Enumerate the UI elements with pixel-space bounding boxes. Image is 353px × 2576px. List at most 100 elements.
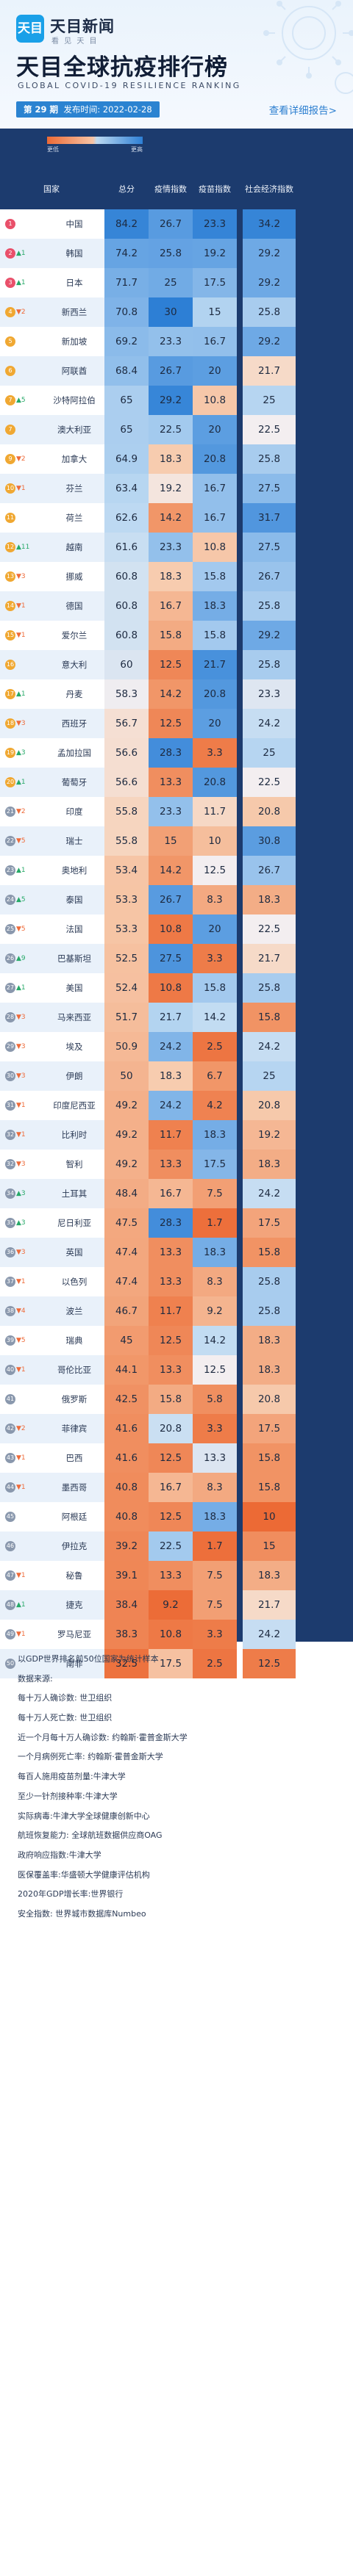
epidemic-index-cell: 14.2 (149, 503, 193, 533)
rank-change: ▼1 (16, 1366, 26, 1374)
vaccine-index-cell: 9.2 (193, 1296, 237, 1326)
economy-index-cell: 25.8 (243, 1267, 296, 1296)
rank-change: ▼1 (16, 1631, 26, 1638)
rank-change: ▼2 (16, 1425, 26, 1432)
country-cell: 37 ▼1 以色列 (0, 1267, 104, 1296)
table-row: 15 ▼1 爱尔兰 60.8 15.8 15.8 29.2 (0, 621, 353, 650)
vaccine-index-cell: 17.5 (193, 268, 237, 297)
rank-badge: 35 (5, 1218, 15, 1228)
country-cell: 4 ▼2 新西兰 (0, 297, 104, 327)
epidemic-index-cell: 16.7 (149, 1179, 193, 1208)
economy-index-cell: 25.8 (243, 973, 296, 1003)
table-row: 18 ▼3 西班牙 56.7 12.5 20 24.2 (0, 709, 353, 738)
table-row: 13 ▼3 挪威 60.8 18.3 15.8 26.7 (0, 562, 353, 591)
rank-badge: 19 (5, 748, 15, 758)
rank-badge: 11 (5, 513, 15, 523)
rank-badge: 45 (5, 1512, 15, 1522)
note-line: 实际病毒:牛津大学全球健康创新中心 (18, 1811, 150, 1821)
total-score-cell: 47.4 (104, 1238, 149, 1267)
rank-badge: 13 (5, 571, 15, 582)
note-line: 以GDP世界排名前50位国家为统计样本 (18, 1654, 159, 1664)
header: 天目 天目新闻 看 见 天 目 天目全球抗疫排行榜 GLOBAL COVID-1… (0, 0, 353, 129)
epidemic-index-cell: 16.7 (149, 1473, 193, 1502)
rank-badge: 15 (5, 630, 15, 641)
notes-list: 以GDP世界排名前50位国家为统计样本 数据来源: 每十万人确诊数: 世卫组织 每十万… (0, 1642, 353, 1924)
table-row: 4 ▼2 新西兰 70.8 30 15 25.8 (0, 297, 353, 327)
vaccine-index-cell: 1.7 (193, 1208, 237, 1238)
country-name: 澳大利亚 (57, 425, 91, 435)
table-row: 30 ▼3 伊朗 50 18.3 6.7 25 (0, 1061, 353, 1091)
epidemic-index-cell: 25.8 (149, 239, 193, 268)
total-score-cell: 55.8 (104, 826, 149, 856)
rank-badge: 37 (5, 1277, 15, 1287)
total-score-cell: 60 (104, 650, 149, 679)
table-row: 39 ▼5 瑞典 45 12.5 14.2 18.3 (0, 1326, 353, 1355)
economy-index-cell: 26.7 (243, 562, 296, 591)
epidemic-index-cell: 12.5 (149, 709, 193, 738)
total-score-cell: 71.7 (104, 268, 149, 297)
country-name: 新西兰 (61, 307, 88, 317)
epidemic-index-cell: 11.7 (149, 1120, 193, 1150)
country-cell: 27 ▲1 美国 (0, 973, 104, 1003)
economy-index-cell: 12.5 (243, 1649, 296, 1678)
rank-badge: 32 (5, 1130, 15, 1140)
vaccine-index-cell: 20.8 (193, 679, 237, 709)
vaccine-index-cell: 3.3 (193, 738, 237, 768)
total-score-cell: 84.2 (104, 209, 149, 239)
table-row: 17 ▲1 丹麦 58.3 14.2 20.8 23.3 (0, 679, 353, 709)
vaccine-index-cell: 15.8 (193, 621, 237, 650)
rank-badge: 40 (5, 1365, 15, 1375)
rank-change: ▼3 (16, 1161, 26, 1168)
brand-name: 天目新闻 (50, 18, 115, 35)
total-score-cell: 52.4 (104, 973, 149, 1003)
rank-badge: 46 (5, 1541, 15, 1551)
country-cell: 46 伊拉克 (0, 1531, 104, 1561)
table-row: 40 ▼1 哥伦比亚 44.1 13.3 12.5 18.3 (0, 1355, 353, 1385)
epidemic-index-cell: 17.5 (149, 1649, 193, 1678)
total-score-cell: 68.4 (104, 356, 149, 386)
rank-badge: 22 (5, 836, 15, 846)
country-name: 波兰 (65, 1306, 83, 1316)
economy-index-cell: 25 (243, 386, 296, 415)
vaccine-index-cell: 15 (193, 297, 237, 327)
total-score-cell: 39.1 (104, 1561, 149, 1590)
vaccine-index-cell: 10.8 (193, 533, 237, 562)
country-name: 英国 (65, 1247, 83, 1258)
vaccine-index-cell: 13.3 (193, 1443, 237, 1473)
rank-badge: 16 (5, 660, 15, 670)
rank-badge: 20 (5, 777, 15, 787)
economy-index-cell: 18.3 (243, 1150, 296, 1179)
country-cell: 34 ▲3 土耳其 (0, 1179, 104, 1208)
rank-badge: 39 (5, 1335, 15, 1346)
epidemic-index-cell: 21.7 (149, 1003, 193, 1032)
rank-badge: 7 (5, 425, 15, 435)
economy-index-cell: 20.8 (243, 1385, 296, 1414)
rank-change: ▲1 (16, 779, 26, 786)
vaccine-index-cell: 5.8 (193, 1385, 237, 1414)
rank-change: ▼3 (16, 1043, 26, 1050)
rank-badge: 21 (5, 807, 15, 817)
economy-index-cell: 19.2 (243, 1120, 296, 1150)
note-line: 安全指数: 世界城市数据库Numbeo (18, 1908, 146, 1919)
country-cell: 50 南非 (0, 1649, 104, 1678)
epidemic-index-cell: 12.5 (149, 650, 193, 679)
rank-change: ▼1 (16, 602, 26, 610)
rank-badge: 12 (5, 542, 15, 552)
rank-change: ▼3 (16, 1072, 26, 1080)
epidemic-index-cell: 18.3 (149, 444, 193, 474)
epidemic-index-cell: 13.3 (149, 1238, 193, 1267)
vaccine-index-cell: 21.7 (193, 650, 237, 679)
rank-change: ▼2 (16, 309, 26, 316)
country-cell: 24 ▲5 泰国 (0, 885, 104, 914)
economy-index-cell: 25.8 (243, 591, 296, 621)
country-name: 印度尼西亚 (53, 1100, 96, 1111)
vaccine-index-cell: 14.2 (193, 1003, 237, 1032)
country-name: 越南 (65, 542, 83, 552)
rank-change: ▲9 (16, 955, 26, 962)
country-name: 加拿大 (61, 454, 88, 464)
table-row: 10 ▼1 芬兰 63.4 19.2 16.7 27.5 (0, 474, 353, 503)
view-report-link[interactable]: 查看详细报告> (268, 105, 337, 117)
country-name: 泰国 (65, 895, 83, 905)
country-name: 阿联酋 (61, 366, 88, 376)
country-cell: 42 ▼2 菲律宾 (0, 1414, 104, 1443)
